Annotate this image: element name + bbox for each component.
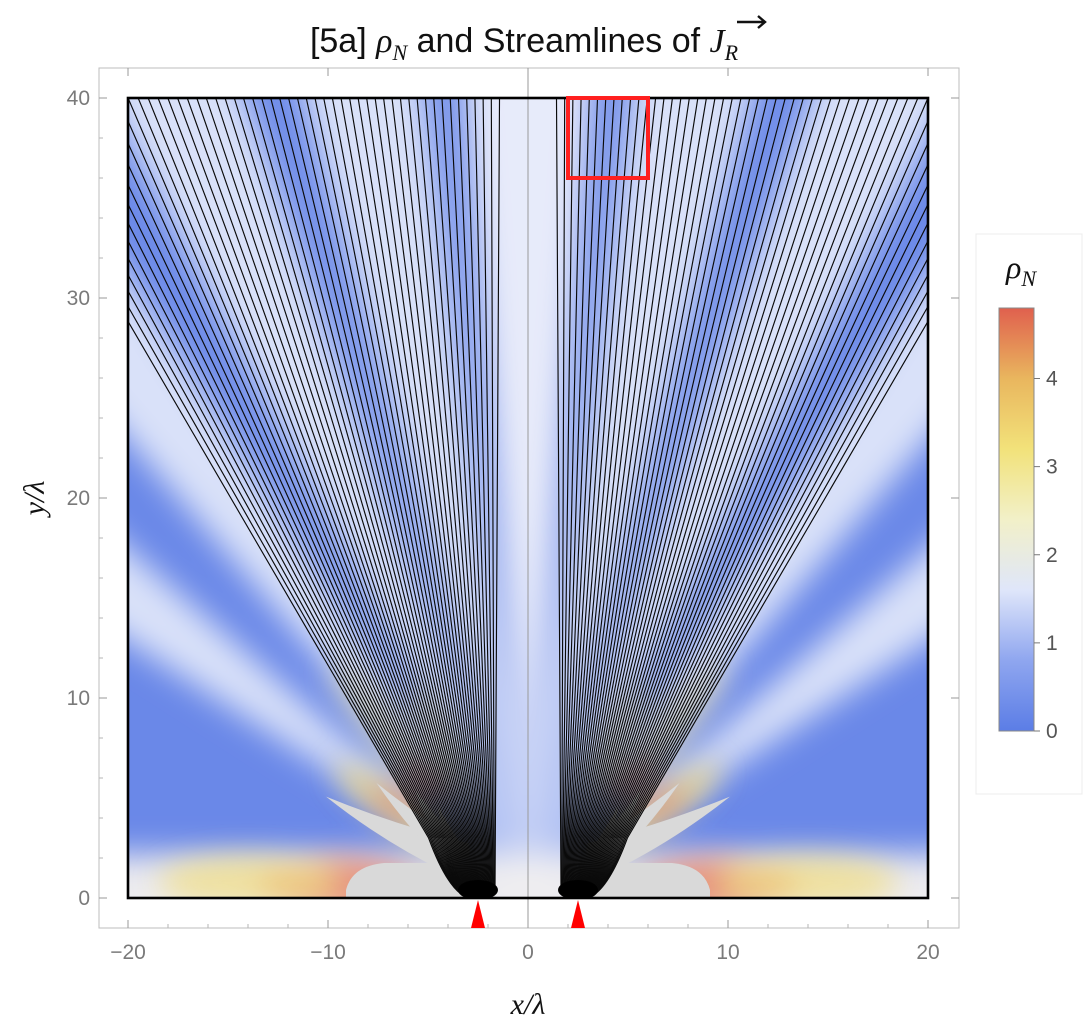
plot-border [126,96,930,900]
y-axis-ticks: 0 10 20 30 40 [67,87,959,910]
colorbar-tick-label: 1 [1046,632,1058,655]
slit-markers [471,900,585,928]
y-tick-label: 0 [78,887,90,910]
x-tick-label: −10 [310,941,346,964]
slit-marker [571,900,585,928]
streamline-cluster [558,880,598,898]
colorbar-tick-label: 3 [1046,456,1058,479]
x-axis-label: x/λ [510,988,546,1021]
y-tick-label: 10 [67,687,90,710]
colorbar: ρN 0 1 2 3 4 [975,233,1083,795]
y-tick-label: 30 [67,287,90,310]
x-axis-ticks: −20 −10 0 10 20 [110,68,940,964]
x-tick-label: 10 [716,941,739,964]
fringe-bright [528,98,753,898]
colorbar-gradient [998,307,1035,732]
streamline-cluster [458,880,498,898]
highlight-box [566,96,650,180]
excluded-zone-lobe [326,796,470,877]
x-tick-label: −20 [110,941,146,964]
excluded-zone-base [584,863,710,898]
x-tick-label: 0 [522,941,534,964]
chart-title: [5a] ρN and Streamlines of JR [310,22,739,65]
colorbar-tick-label: 2 [1046,544,1058,567]
x-tick-label: 20 [916,941,939,964]
excluded-zone-base [346,863,472,898]
hotspot [718,856,898,898]
y-axis-label: y/λ [18,481,51,519]
excluded-zone-lobe [586,796,730,877]
streamlines [128,98,928,898]
colorbar-label: ρN [1005,249,1037,291]
colorbar-ticks: 0 1 2 3 4 [1034,368,1058,743]
vector-arrow-icon [737,15,767,29]
density-hotspots [158,663,898,898]
y-tick-label: 40 [67,87,90,110]
hotspot [158,856,338,898]
streamline [594,320,928,895]
colorbar-tick-label: 0 [1046,720,1058,743]
colorbar-tick-label: 4 [1046,368,1058,391]
slit-marker [471,900,485,928]
y-tick-label: 20 [67,487,90,510]
plot-area [128,98,928,898]
fringe-bright [303,98,528,898]
